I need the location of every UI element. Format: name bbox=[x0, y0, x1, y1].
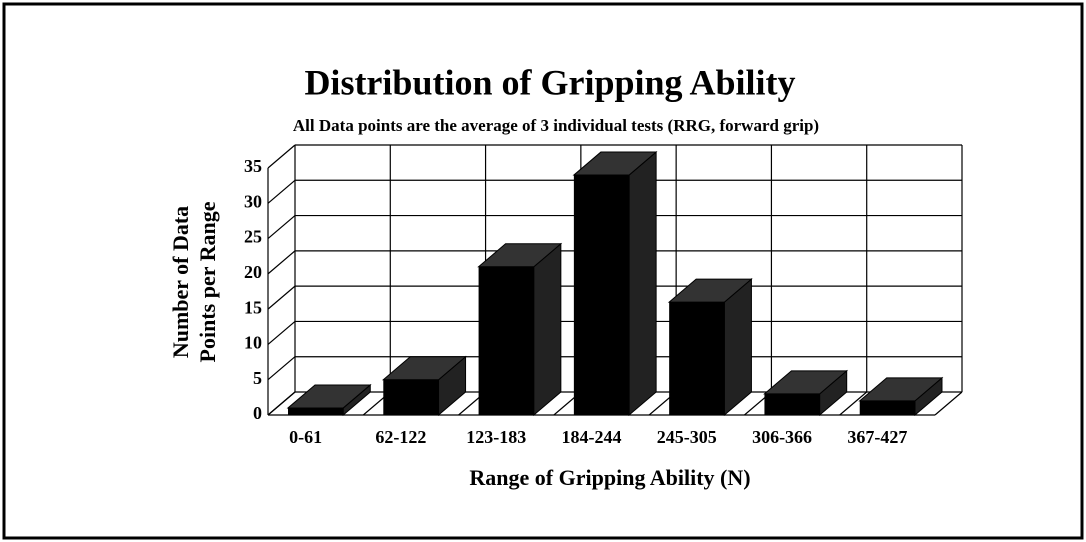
y-tick-label: 35 bbox=[244, 156, 262, 176]
bar-side bbox=[723, 278, 752, 417]
bar bbox=[478, 266, 534, 415]
bar-side bbox=[533, 242, 562, 417]
x-tick-label: 184-244 bbox=[562, 427, 622, 447]
grid-side bbox=[267, 391, 296, 416]
bar-side bbox=[628, 150, 657, 417]
bar bbox=[573, 175, 630, 415]
x-tick-label: 306-366 bbox=[752, 427, 812, 447]
grid-side bbox=[267, 215, 296, 240]
grid-side bbox=[267, 285, 296, 310]
bar bbox=[764, 393, 820, 415]
x-tick-label: 367-427 bbox=[847, 427, 907, 447]
grid-side bbox=[267, 144, 296, 169]
y-tick-label: 20 bbox=[244, 262, 262, 282]
bar bbox=[288, 407, 344, 415]
x-axis-label: Range of Gripping Ability (N) bbox=[469, 465, 750, 490]
y-tick-label: 25 bbox=[244, 227, 262, 247]
grid-side bbox=[267, 320, 296, 345]
y-tick-label: 10 bbox=[244, 333, 262, 353]
x-tick-label: 62-122 bbox=[375, 427, 426, 447]
y-axis-label: Points per Range bbox=[195, 201, 220, 362]
y-tick-label: 5 bbox=[253, 368, 262, 388]
chart-subtitle: All Data points are the average of 3 ind… bbox=[293, 116, 819, 135]
x-tick-label: 123-183 bbox=[466, 427, 526, 447]
x-tick-label: 0-61 bbox=[289, 427, 322, 447]
x-tick-label: 245-305 bbox=[657, 427, 717, 447]
grid-side bbox=[267, 250, 296, 275]
y-axis-label: Number of Data bbox=[168, 206, 193, 358]
bar bbox=[859, 400, 915, 415]
y-tick-label: 30 bbox=[244, 191, 262, 211]
y-tick-label: 15 bbox=[244, 297, 262, 317]
floor-line bbox=[934, 391, 963, 416]
bar bbox=[383, 379, 439, 415]
grid-side bbox=[267, 356, 296, 381]
grid-side bbox=[267, 179, 296, 204]
chart-title: Distribution of Gripping Ability bbox=[304, 62, 795, 102]
bar bbox=[669, 302, 725, 415]
floor-line bbox=[839, 391, 868, 416]
y-tick-label: 0 bbox=[253, 403, 262, 423]
